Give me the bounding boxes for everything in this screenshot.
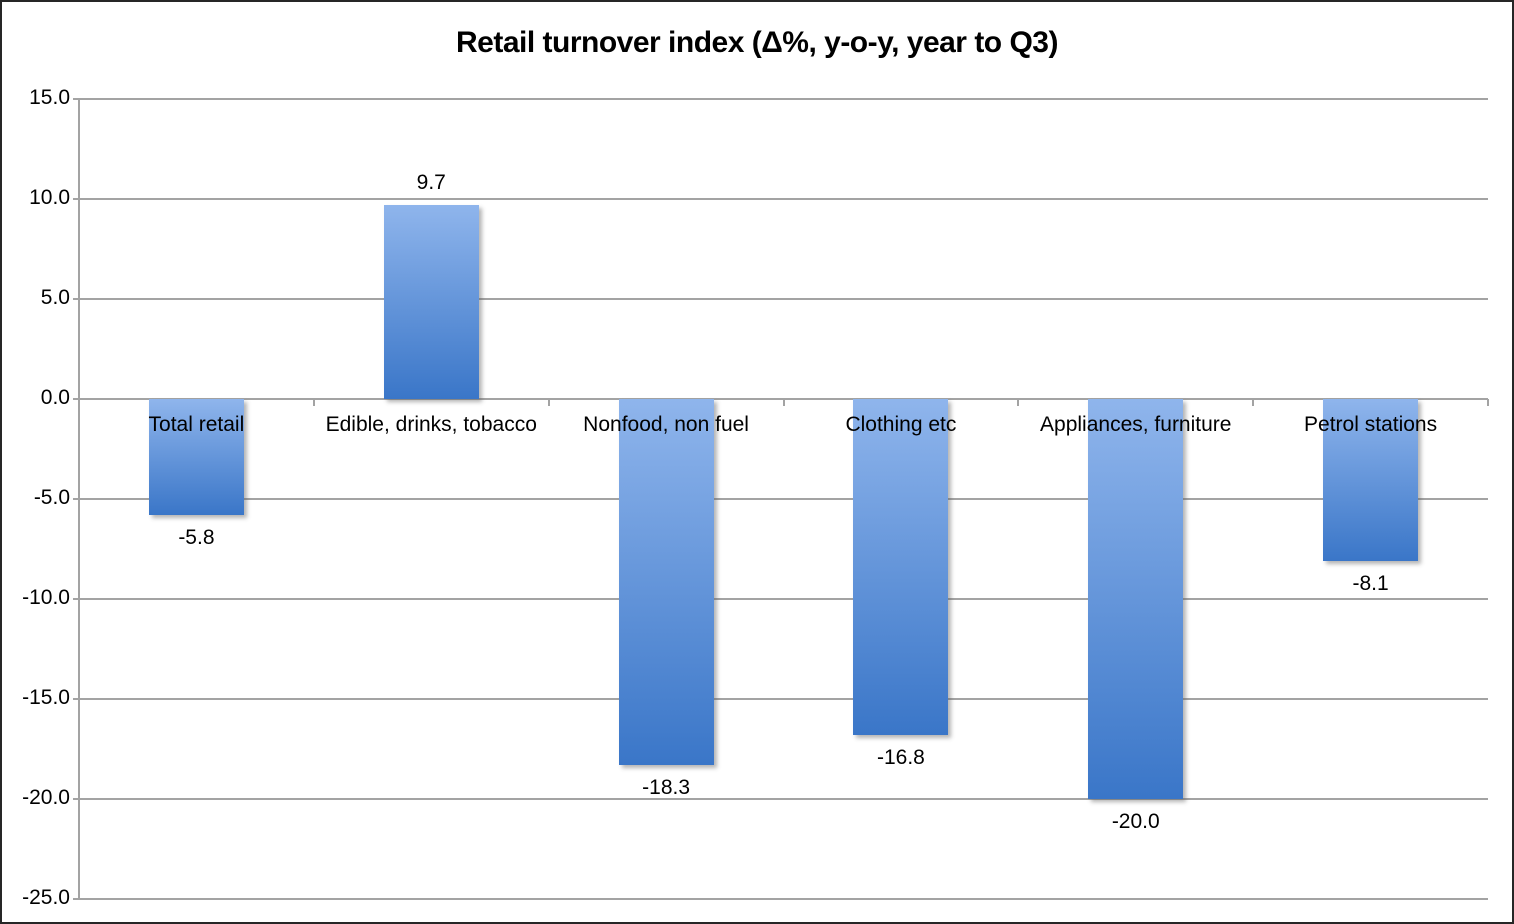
plot-area: 15.0 10.0 5.0 0.0 -5.0 -10.0 -15.0 -20.0 -25.0 To…	[22, 86, 1489, 909]
y-tick-label: -25.0	[22, 886, 70, 910]
category-axis-tick	[312, 399, 315, 406]
gridline	[73, 598, 1488, 600]
value-label: -20.0	[1111, 810, 1160, 833]
category-axis-tick	[1252, 399, 1255, 406]
category-label: Clothing etc	[845, 413, 957, 436]
y-tick-label: -15.0	[22, 686, 70, 710]
y-tick-label: -10.0	[22, 586, 70, 610]
chart-bar	[1088, 399, 1184, 799]
value-label: 9.7	[416, 171, 446, 194]
gridline	[73, 698, 1488, 700]
category-axis-tick	[782, 399, 785, 406]
y-tick-label: -20.0	[22, 786, 70, 810]
gridline	[73, 398, 1488, 400]
category-label: Petrol stations	[1304, 413, 1438, 436]
category-label: Nonfood, non fuel	[583, 413, 749, 436]
gridline	[73, 198, 1488, 200]
gridline	[73, 898, 1488, 900]
value-label: -16.8	[876, 746, 925, 769]
category-label: Total retail	[148, 413, 245, 436]
value-label: -5.8	[178, 526, 215, 549]
gridline	[73, 298, 1488, 300]
chart-bar	[383, 205, 479, 399]
chart-bar	[618, 399, 714, 765]
y-tick-label: 0.0	[40, 386, 70, 410]
chart-bar	[853, 399, 949, 735]
y-tick-label: 10.0	[29, 186, 70, 210]
category-axis-tick	[547, 399, 550, 406]
category-label: Appliances, furniture	[1040, 413, 1232, 436]
gridline	[73, 798, 1488, 800]
category-label: Edible, drinks, tobacco	[325, 413, 537, 436]
category-axis-tick	[1017, 399, 1020, 406]
value-label: -8.1	[1352, 572, 1389, 595]
y-tick-label: 5.0	[40, 286, 70, 310]
value-label: -18.3	[642, 776, 691, 799]
chart-title: Retail turnover index (Δ%, y-o-y, year t…	[456, 26, 1058, 59]
gridline	[73, 98, 1488, 100]
category-axis-tick	[1487, 399, 1489, 406]
y-tick-label: -5.0	[33, 486, 70, 510]
y-tick-label: 15.0	[29, 86, 70, 110]
chart-bar	[1323, 399, 1419, 561]
chart-bar	[148, 399, 244, 515]
gridline	[73, 498, 1488, 500]
y-axis-line	[78, 99, 80, 899]
